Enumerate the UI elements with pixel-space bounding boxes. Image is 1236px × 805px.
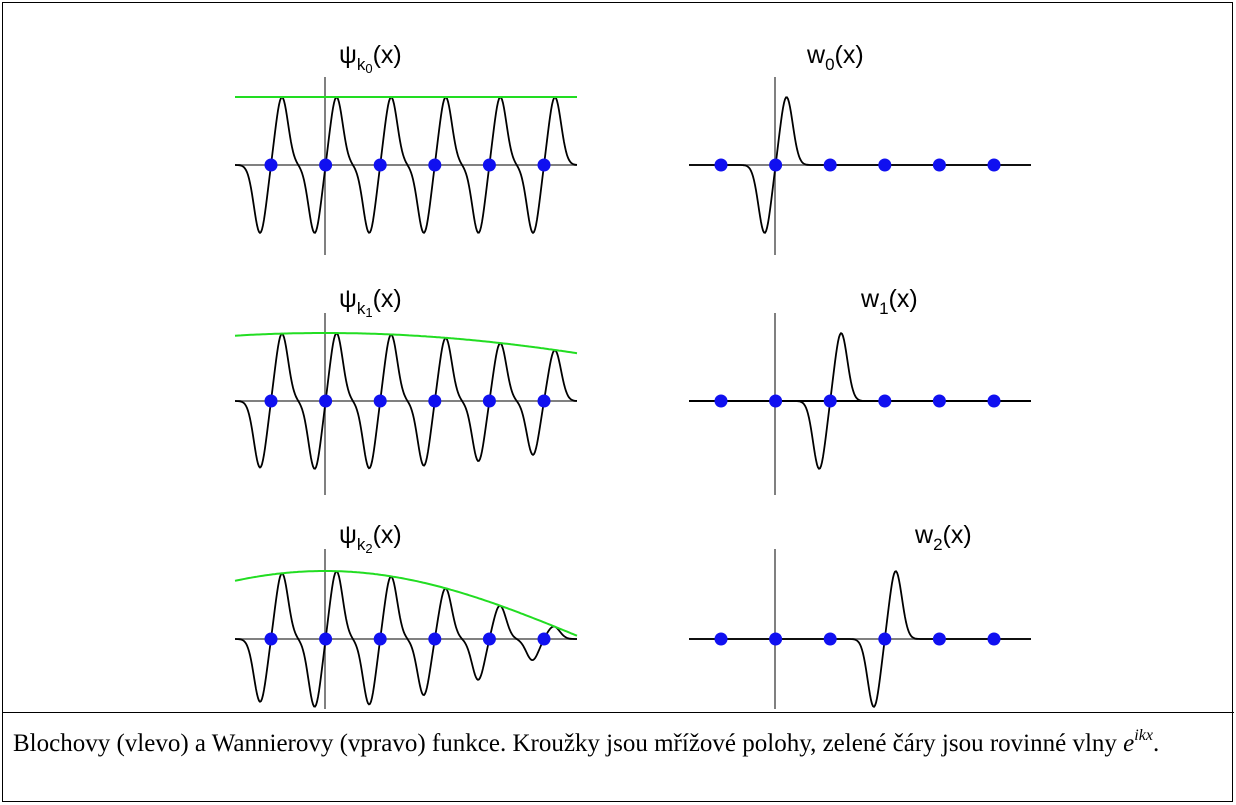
wannier-2-lattice-site-5 xyxy=(987,632,1001,646)
title-wannier-2: w2(x) xyxy=(915,521,972,554)
bloch-k2-lattice-site-0 xyxy=(264,632,278,646)
bloch-k1-wavefunction-curve xyxy=(235,332,577,470)
bloch-k2-lattice-site-1 xyxy=(319,632,333,646)
title-wannier-1: w1(x) xyxy=(861,285,918,318)
bloch-k0-lattice-site-4 xyxy=(482,158,496,172)
wannier-1-lattice-site-1 xyxy=(769,394,783,408)
title-bloch-k0: ψk0(x) xyxy=(339,41,402,76)
bloch-k1-lattice-site-0 xyxy=(264,394,278,408)
caption-exponent: ikx xyxy=(1134,727,1153,744)
plots-area: ψk0(x) w0(x) ψk1(x) w1(x) ψk2(x) w2(x) xyxy=(3,3,1234,713)
wannier-2-lattice-site-4 xyxy=(932,632,946,646)
bloch-k0-lattice-site-3 xyxy=(428,158,442,172)
wannier-0-wavefunction-curve xyxy=(689,96,1031,234)
wannier-1-lattice-site-4 xyxy=(932,394,946,408)
wannier-2-wavefunction-curve xyxy=(689,570,1031,708)
wannier-2-lattice-site-3 xyxy=(878,632,892,646)
bloch-k2-lattice-site-2 xyxy=(373,632,387,646)
wannier-0-lattice-site-2 xyxy=(823,158,837,172)
bloch-k2-wavefunction-curve xyxy=(235,570,577,708)
title-bloch-k1: ψk1(x) xyxy=(339,285,402,320)
wannier-2-lattice-site-2 xyxy=(823,632,837,646)
caption-end: . xyxy=(1152,730,1160,757)
plots-svg xyxy=(234,77,1031,709)
figure-caption: Blochovy (vlevo) a Wannierovy (vpravo) f… xyxy=(13,719,1213,761)
wannier-1-wavefunction-curve xyxy=(689,332,1031,470)
wannier-2-lattice-site-1 xyxy=(769,632,783,646)
bloch-k1-plane-wave-envelope xyxy=(234,332,578,355)
wannier-0-lattice-site-5 xyxy=(987,158,1001,172)
wannier-0-lattice-site-3 xyxy=(878,158,892,172)
wannier-1-lattice-site-5 xyxy=(987,394,1001,408)
bloch-k1-lattice-site-1 xyxy=(319,394,333,408)
bloch-k1-lattice-site-2 xyxy=(373,394,387,408)
caption-text: Blochovy (vlevo) a Wannierovy (vpravo) f… xyxy=(13,730,1124,757)
bloch-k0-lattice-site-0 xyxy=(264,158,278,172)
bloch-k1-lattice-site-5 xyxy=(537,394,551,408)
wannier-1-lattice-site-3 xyxy=(878,394,892,408)
bloch-k2-plane-wave-envelope xyxy=(234,570,578,637)
caption-exp-base: e xyxy=(1123,730,1135,757)
bloch-k0-lattice-site-1 xyxy=(319,158,333,172)
bloch-k1-lattice-site-3 xyxy=(428,394,442,408)
wannier-1-lattice-site-2 xyxy=(823,394,837,408)
bloch-k2-lattice-site-3 xyxy=(428,632,442,646)
bloch-k0-wavefunction-curve xyxy=(235,95,578,235)
bloch-k1-lattice-site-4 xyxy=(482,394,496,408)
bloch-k0-lattice-site-2 xyxy=(373,158,387,172)
title-bloch-k2: ψk2(x) xyxy=(339,521,402,556)
bloch-k2-lattice-site-5 xyxy=(537,632,551,646)
bloch-k0-lattice-site-5 xyxy=(537,158,551,172)
wannier-2-lattice-site-0 xyxy=(714,632,728,646)
bloch-k2-lattice-site-4 xyxy=(482,632,496,646)
wannier-0-lattice-site-0 xyxy=(714,158,728,172)
wannier-0-lattice-site-4 xyxy=(932,158,946,172)
wannier-0-lattice-site-1 xyxy=(769,158,783,172)
title-wannier-0: w0(x) xyxy=(807,41,864,74)
wannier-1-lattice-site-0 xyxy=(714,394,728,408)
